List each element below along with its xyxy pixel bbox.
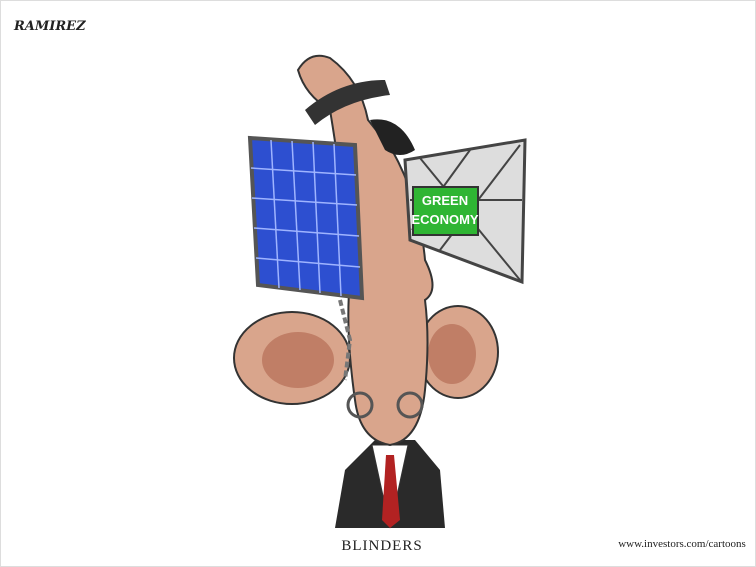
ring-left — [346, 391, 374, 419]
tie — [382, 455, 400, 528]
ring-right — [396, 391, 424, 419]
left-ear-inner — [262, 332, 334, 388]
solar-panel — [247, 135, 365, 301]
hair — [370, 119, 415, 155]
solar-grid — [250, 139, 361, 297]
green-sign — [412, 186, 479, 236]
caption: BLINDERS — [341, 538, 422, 554]
strap — [305, 80, 390, 125]
sign-line: ECONOMY — [411, 212, 479, 227]
chain-left — [338, 299, 353, 381]
signature: RAMIREZ — [13, 19, 86, 34]
sign-line: GREEN — [422, 193, 468, 208]
url: www.investors.com/cartoons — [618, 538, 746, 550]
right-ear-inner — [428, 324, 476, 384]
